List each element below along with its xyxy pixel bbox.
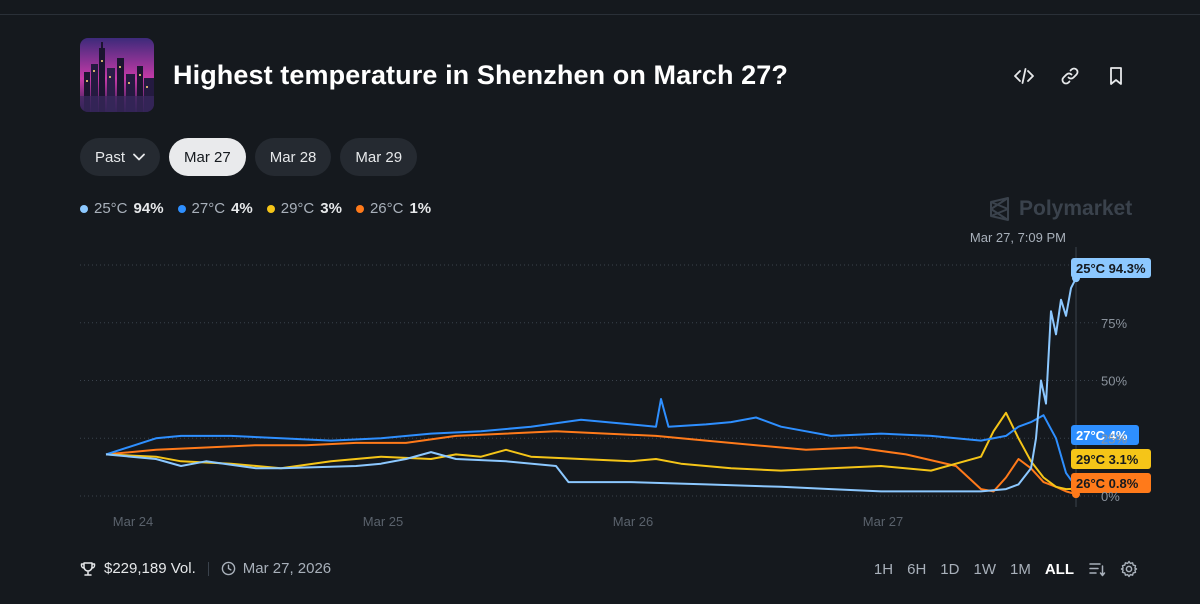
embed-button[interactable]: [1010, 62, 1038, 90]
range-all[interactable]: ALL: [1044, 560, 1074, 578]
y-tick-label: 25%: [1101, 431, 1127, 446]
footer-divider: [207, 561, 209, 576]
end-label-bg: [1071, 425, 1139, 445]
tab-mar-29-label: Mar 29: [355, 148, 403, 166]
legend-dot: [266, 204, 275, 213]
chart-legend: 25°C 94% 27°C 4% 29°C 3% 26°C 1%: [80, 200, 431, 217]
legend-dot: [177, 204, 186, 213]
tab-mar-27-label: Mar 27: [184, 148, 231, 166]
market-footer: $229,189 Vol. Mar 27, 2026: [80, 560, 331, 577]
series-line-26c: [105, 430, 1077, 496]
end-label-25c: 25°C 94.3%: [1071, 258, 1151, 278]
tab-past[interactable]: Past: [80, 138, 161, 176]
tab-mar-29[interactable]: Mar 29: [340, 138, 418, 176]
market-thumbnail: [80, 38, 154, 112]
date-tabs: Past Mar 27 Mar 28 Mar 29: [80, 138, 418, 176]
series-line-25c: [105, 277, 1077, 493]
link-icon: [1061, 67, 1079, 85]
time-range-selector: 1H 6H 1D 1W 1M ALL: [874, 560, 1138, 578]
end-label-bg: [1071, 449, 1151, 469]
legend-item-27c[interactable]: 27°C 4%: [177, 200, 253, 217]
legend-pct: 1%: [409, 200, 432, 217]
x-tick-label: Mar 25: [363, 514, 403, 529]
legend-dot: [80, 204, 88, 213]
bookmark-button[interactable]: [1102, 62, 1130, 90]
bookmark-icon: [1110, 67, 1122, 85]
page-title: Highest temperature in Shenzhen on March…: [173, 60, 789, 90]
hover-time: Mar 27, 7:09 PM: [970, 230, 1066, 245]
legend-pct: 3%: [320, 200, 342, 217]
tab-past-label: Past: [95, 148, 126, 166]
settings-gear-icon[interactable]: [1120, 560, 1138, 578]
chevron-down-icon: [133, 153, 145, 161]
range-1h[interactable]: 1H: [873, 560, 894, 578]
legend-dot: [355, 204, 364, 213]
end-label-bg: [1071, 473, 1151, 493]
legend-label: 26°C: [369, 200, 404, 217]
range-1w[interactable]: 1W: [973, 560, 996, 578]
range-1m[interactable]: 1M: [1009, 560, 1031, 578]
top-divider: [0, 14, 1200, 15]
polymarket-logo-icon: [990, 197, 1009, 221]
price-chart[interactable]: Mar 27, 7:09 PM 25°C 94.3% 27°C 4% 29°C 3.…: [0, 225, 1200, 545]
x-tick-label: Mar 27: [863, 514, 903, 529]
y-tick-label: 75%: [1101, 316, 1127, 331]
range-6h[interactable]: 6H: [907, 560, 927, 578]
end-label-29c: 29°C 3.1%: [1071, 449, 1151, 469]
copy-link-button[interactable]: [1056, 62, 1084, 90]
range-1d[interactable]: 1D: [940, 560, 960, 578]
end-label-text: 27°C 4%: [1076, 428, 1128, 443]
legend-label: 29°C: [280, 200, 315, 217]
brand-text: Polymarket: [1019, 197, 1133, 220]
legend-pct: 4%: [231, 200, 253, 217]
tab-mar-27[interactable]: Mar 27: [169, 138, 246, 176]
series-line-27c: [105, 398, 1077, 488]
end-dot: [1072, 274, 1080, 283]
embed-icon: [1014, 68, 1034, 84]
x-tick-label: Mar 26: [613, 514, 653, 529]
end-label-27c: 27°C 4%: [1071, 425, 1139, 445]
end-label-text: 29°C 3.1%: [1076, 452, 1139, 467]
series-line-29c: [105, 411, 1077, 491]
trophy-icon: [80, 561, 96, 576]
legend-item-25c[interactable]: 25°C 94%: [80, 200, 164, 217]
x-tick-label: Mar 24: [113, 514, 153, 529]
end-label-text: 25°C 94.3%: [1076, 261, 1146, 276]
end-date: Mar 27, 2026: [242, 560, 332, 577]
end-label-bg: [1071, 258, 1151, 278]
legend-label: 25°C: [94, 200, 128, 217]
polymarket-watermark: Polymarket: [988, 197, 1132, 221]
legend-item-29c[interactable]: 29°C 3%: [266, 200, 342, 217]
volume: $229,189 Vol.: [104, 560, 196, 577]
sort-icon[interactable]: [1088, 560, 1106, 578]
tab-mar-28[interactable]: Mar 28: [254, 138, 332, 176]
legend-item-26c[interactable]: 26°C 1%: [355, 200, 432, 217]
end-dot: [1072, 490, 1080, 499]
end-label-26c: 26°C 0.8%: [1071, 473, 1151, 493]
tab-mar-28-label: Mar 28: [269, 148, 317, 166]
end-label-text: 26°C 0.8%: [1076, 476, 1139, 491]
clock-icon: [221, 561, 236, 576]
legend-pct: 94%: [133, 200, 164, 217]
legend-label: 27°C: [191, 200, 226, 217]
y-tick-label: 50%: [1101, 374, 1127, 389]
y-tick-label: 0%: [1101, 489, 1120, 504]
